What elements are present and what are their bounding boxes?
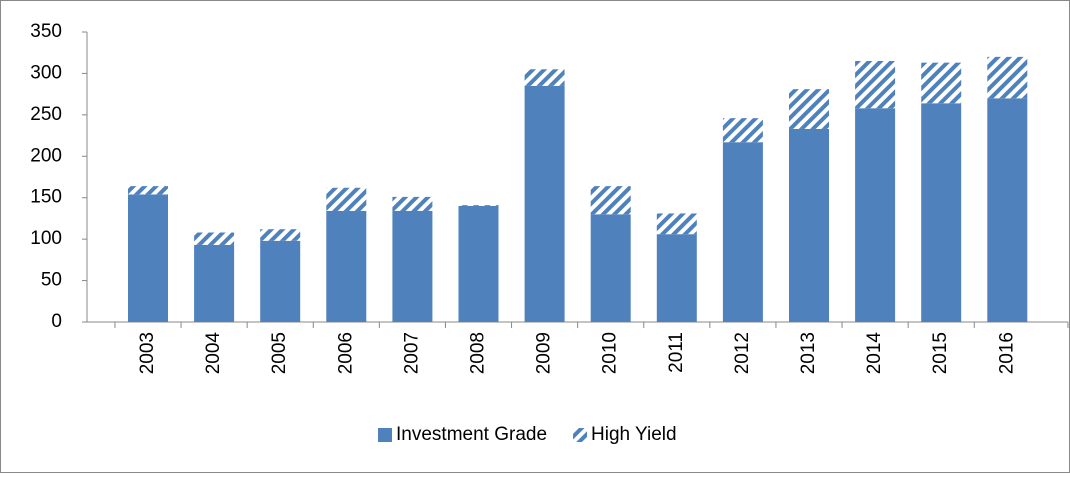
y-tick-label: 150 [30,187,62,208]
legend-label: Investment Grade [396,424,547,445]
x-tick-label: 2006 [335,332,356,374]
x-tick-label: 2011 [666,332,687,373]
bar-segment [524,69,565,86]
x-tick-label: 2003 [137,332,158,374]
y-tick-label: 0 [51,311,62,332]
bar-segment [855,61,896,109]
bar-segment [656,234,697,322]
bar-segment [987,56,1028,99]
bar-segment [260,229,301,241]
y-tick-label: 250 [30,104,62,125]
bar-segment [524,85,565,322]
bar-segment [987,98,1028,323]
bar-segment [392,210,433,322]
bar-segment [458,205,499,206]
bar-segment [194,232,235,245]
bar-segment [194,244,235,322]
x-tick-label: 2015 [930,332,951,374]
bar-segment [789,89,829,129]
legend-swatch [573,428,588,442]
y-tick-label: 350 [30,21,62,42]
bar-segment [590,214,631,322]
bar-segment [921,103,962,322]
x-tick-label: 2010 [600,332,621,374]
bar-segment [722,118,763,143]
bar-segment [722,142,763,322]
bar-segment [590,186,631,215]
x-tick-label: 2016 [996,332,1017,374]
x-tick-label: 2012 [732,332,753,374]
bar-segment [921,62,962,104]
x-tick-label: 2004 [203,332,224,375]
bar-segment [789,128,829,322]
x-tick-label: 2005 [269,332,290,374]
y-tick-label: 200 [30,145,62,166]
bar-segment [656,213,697,235]
x-tick-label: 2007 [401,332,422,374]
bar-segment [326,187,367,211]
y-tick-label: 300 [30,62,62,83]
x-tick-label: 2009 [534,332,555,374]
x-tick-label: 2013 [798,332,819,374]
y-tick-label: 50 [41,270,62,291]
bar-segment [260,240,301,322]
bar-segment [128,194,168,322]
bar-segment [392,196,433,211]
bar-segment [855,108,896,322]
bar-segment [326,210,367,322]
legend-label: High Yield [591,424,677,445]
legend-swatch [378,428,392,442]
x-tick-label: 2014 [864,332,885,375]
bar-segment [458,206,499,322]
x-tick-label: 2008 [468,332,489,374]
bar-segment [128,186,168,195]
y-tick-label: 100 [30,228,62,249]
